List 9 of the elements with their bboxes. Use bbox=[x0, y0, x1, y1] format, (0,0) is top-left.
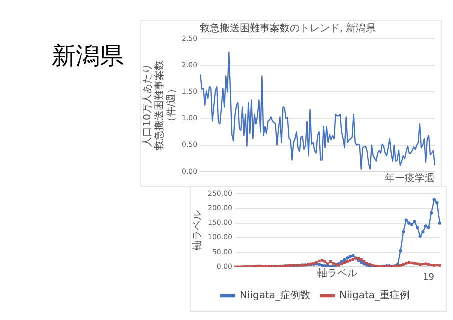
x-axis-title: 年ー疫学週 bbox=[385, 172, 435, 185]
y-axis-title: 軸ラベル bbox=[192, 210, 204, 251]
text: 新潟県 bbox=[52, 41, 124, 72]
legend-label: Niigata_重症例 bbox=[340, 290, 410, 302]
text: 19 bbox=[423, 273, 434, 283]
legend-label: Niigata_症例数 bbox=[240, 290, 310, 302]
x-axis-title: 軸ラベル bbox=[318, 268, 358, 280]
y-axis-title: 人口10万人あたり救急搬送困難事案数（件/週） bbox=[142, 60, 178, 152]
chart-title: 救急搬送困難事案数のトレンド, 新潟県 bbox=[198, 22, 376, 35]
